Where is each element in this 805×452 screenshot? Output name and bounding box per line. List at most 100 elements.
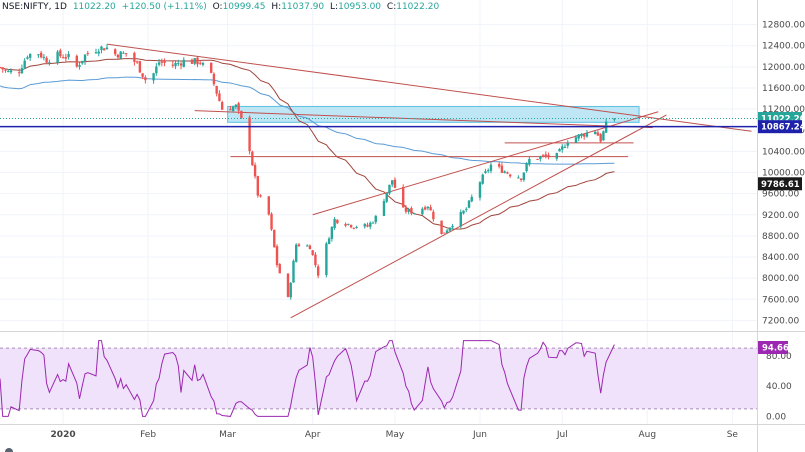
candle [541,154,545,158]
candle [292,259,295,283]
candle-body [539,156,542,160]
candle-body [445,230,449,233]
candle-body [295,244,298,262]
candle-body [83,54,87,62]
close-value: 11022.20 [396,2,439,12]
candle-body [171,64,174,66]
candle-body [613,118,616,120]
candle [7,69,10,73]
candle [113,48,117,57]
candle-body [28,53,32,58]
candle-body [179,63,183,66]
candle [352,227,356,230]
price-tick-label: 8800.00 [762,232,799,242]
candle [251,150,254,166]
low-label: L: [330,2,338,12]
price-axis[interactable]: 12800.00 12400.00 12000.00 11600.00 11200.00… [762,21,805,327]
time-tick-label: May [386,430,405,440]
time-axis[interactable]: 2020 Feb Mar Apr May Jun Jul Aug Se [51,430,739,440]
candle-body [423,207,427,210]
candle [308,244,312,250]
candle-body [135,61,139,63]
candle-body [124,53,128,55]
candle [218,90,221,102]
candle [199,60,202,66]
rsi-tick-label: 40.00 [766,382,792,392]
candle [566,140,569,149]
candle-body [525,163,528,172]
candle [487,168,490,174]
candle-body [155,66,158,74]
candle-body [218,93,221,102]
settings-icon[interactable] [5,448,13,452]
candle-body [443,232,446,234]
price-tick-label: 10400.00 [762,147,805,157]
candle [517,175,520,179]
time-tick-label: Apr [305,430,321,440]
candle [152,72,155,84]
candle [144,75,147,84]
candle [393,177,397,189]
candle-body [17,72,21,74]
symbol-legend[interactable]: NSE:NIFTY, 1D 11022.20 +120.50 (+1.11%) … [2,2,439,12]
trend-line [290,114,667,319]
candle [256,175,260,198]
candle-body [9,70,13,73]
candle [311,250,314,256]
candle [325,241,328,278]
candle-body [270,213,273,230]
moving-averages [0,58,615,230]
candle [286,273,290,298]
candle-body [333,218,336,228]
time-tick-label: 2020 [51,430,76,440]
candle-body [42,56,46,58]
candle-body [585,132,589,137]
price-tick-label: 12000.00 [762,63,805,73]
candle [558,148,561,152]
time-tick-label: Aug [639,430,657,440]
price-tick-label: 7600.00 [762,295,799,305]
open-value: 10999.45 [223,2,266,12]
candle-body [251,151,254,166]
candle-body [566,142,569,146]
candle [440,220,443,235]
trend-line [194,110,653,129]
candle-body [519,178,523,180]
candle-body [467,200,471,208]
candle-body [489,164,493,171]
candle-body [391,180,394,185]
candle-body [286,273,290,297]
candle [539,155,542,162]
candle-body [220,102,224,110]
candle [448,227,452,233]
candle [330,226,334,242]
candle-body [253,164,257,177]
price-tick-label: 12400.00 [762,42,805,52]
candle [459,209,462,229]
candle-body [231,106,235,111]
candle-body [141,73,144,77]
candle-body [174,63,177,67]
candle-body [267,196,270,215]
candle-body [23,60,26,68]
candle [314,252,317,268]
candle-body [407,208,410,212]
candle-body [113,49,117,55]
candle [83,54,87,65]
candle-body [201,62,205,65]
candle-body [404,207,408,212]
candle [67,51,70,60]
candle [26,55,29,60]
candle [528,156,531,167]
candle [366,222,369,228]
candle [295,243,298,263]
candle-body [541,155,545,157]
candle [59,48,62,58]
candle-body [119,51,122,59]
candle [196,56,199,68]
candle-body [558,149,561,152]
candle-body [429,207,432,211]
candle-body [484,171,487,174]
candle-body [325,243,328,275]
